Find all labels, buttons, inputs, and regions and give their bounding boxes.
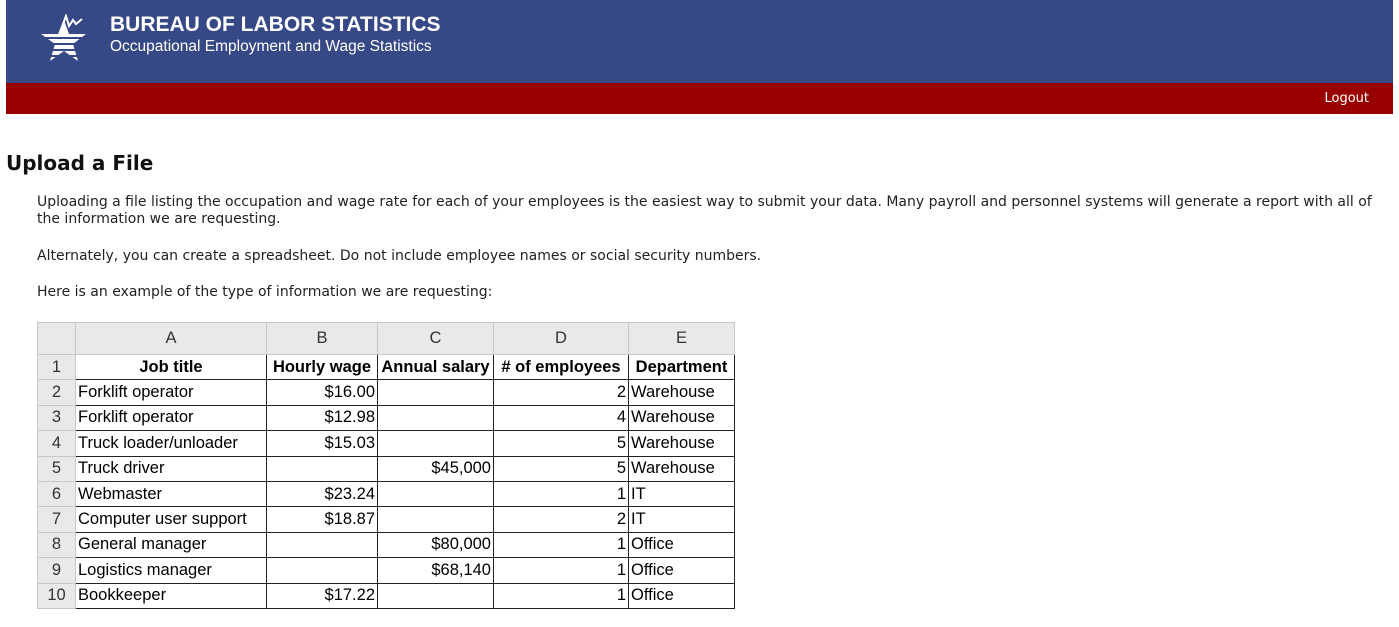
- header-cell: Job title: [75, 353, 267, 381]
- table-row: 6 Webmaster $23.24 1 IT: [37, 480, 735, 508]
- hourly-wage-cell: [266, 531, 378, 559]
- row-number: 1: [37, 353, 76, 381]
- annual-salary-cell: [377, 379, 494, 406]
- job-title-cell: Forklift operator: [75, 379, 267, 406]
- job-title-cell: Forklift operator: [75, 404, 267, 432]
- department-cell: IT: [628, 506, 735, 533]
- table-row: 10 Bookkeeper $17.22 1 Office: [37, 582, 735, 609]
- row-number: 3: [37, 404, 76, 432]
- department-cell: Warehouse: [628, 430, 735, 457]
- employees-cell: 1: [493, 480, 629, 508]
- column-header: B: [266, 322, 378, 355]
- annual-salary-cell: $68,140: [377, 557, 494, 584]
- table-row: 9 Logistics manager $68,140 1 Office: [37, 557, 735, 584]
- department-cell: Warehouse: [628, 404, 735, 432]
- example-paragraph: Here is an example of the type of inform…: [37, 284, 493, 300]
- hourly-wage-cell: [266, 455, 378, 482]
- hourly-wage-cell: $12.98: [266, 404, 378, 432]
- header-cell: # of employees: [493, 353, 629, 381]
- department-cell: Office: [628, 531, 735, 559]
- column-header-row: A B C D E: [37, 322, 735, 355]
- hourly-wage-cell: $15.03: [266, 430, 378, 457]
- hourly-wage-cell: $18.87: [266, 506, 378, 533]
- header-cell: Annual salary: [377, 353, 494, 381]
- table-row: 3 Forklift operator $12.98 4 Warehouse: [37, 404, 735, 432]
- hourly-wage-cell: $16.00: [266, 379, 378, 406]
- employees-cell: 5: [493, 455, 629, 482]
- job-title-cell: Truck loader/unloader: [75, 430, 267, 457]
- employees-cell: 1: [493, 582, 629, 609]
- row-number: 5: [37, 455, 76, 482]
- job-title-cell: Truck driver: [75, 455, 267, 482]
- department-cell: Office: [628, 557, 735, 584]
- job-title-cell: Computer user support: [75, 506, 267, 533]
- annual-salary-cell: [377, 404, 494, 432]
- employees-cell: 1: [493, 557, 629, 584]
- table-row: 2 Forklift operator $16.00 2 Warehouse: [37, 379, 735, 406]
- nav-bar: Logout: [6, 83, 1393, 114]
- column-header: E: [628, 322, 735, 355]
- annual-salary-cell: [377, 430, 494, 457]
- row-number: 4: [37, 430, 76, 457]
- department-cell: Office: [628, 582, 735, 609]
- intro-paragraph: Uploading a file listing the occupation …: [37, 194, 1372, 227]
- site-header: BUREAU OF LABOR STATISTICS Occupational …: [6, 0, 1393, 83]
- job-title-cell: General manager: [75, 531, 267, 559]
- row-number: 6: [37, 480, 76, 508]
- annual-salary-cell: $80,000: [377, 531, 494, 559]
- job-title-cell: Bookkeeper: [75, 582, 267, 609]
- employees-cell: 5: [493, 430, 629, 457]
- job-title-cell: Webmaster: [75, 480, 267, 508]
- table-row: 8 General manager $80,000 1 Office: [37, 531, 735, 559]
- hourly-wage-cell: $23.24: [266, 480, 378, 508]
- department-cell: IT: [628, 480, 735, 508]
- employees-cell: 2: [493, 379, 629, 406]
- select-all-corner: [37, 322, 76, 355]
- column-header: C: [377, 322, 494, 355]
- annual-salary-cell: [377, 582, 494, 609]
- job-title-cell: Logistics manager: [75, 557, 267, 584]
- row-number: 9: [37, 557, 76, 584]
- site-subtitle: Occupational Employment and Wage Statist…: [110, 38, 432, 55]
- department-cell: Warehouse: [628, 455, 735, 482]
- employees-cell: 4: [493, 404, 629, 432]
- annual-salary-cell: [377, 506, 494, 533]
- table-row: 7 Computer user support $18.87 2 IT: [37, 506, 735, 533]
- table-row: 5 Truck driver $45,000 5 Warehouse: [37, 455, 735, 482]
- row-number: 7: [37, 506, 76, 533]
- header-cell: Hourly wage: [266, 353, 378, 381]
- annual-salary-cell: [377, 480, 494, 508]
- department-cell: Warehouse: [628, 379, 735, 406]
- row-number: 2: [37, 379, 76, 406]
- column-header: A: [75, 322, 267, 355]
- employees-cell: 1: [493, 531, 629, 559]
- table-header-row: 1 Job title Hourly wage Annual salary # …: [37, 353, 735, 381]
- page-title: Upload a File: [6, 151, 154, 175]
- employees-cell: 2: [493, 506, 629, 533]
- alternate-paragraph: Alternately, you can create a spreadshee…: [37, 248, 762, 264]
- row-number: 8: [37, 531, 76, 559]
- column-header: D: [493, 322, 629, 355]
- hourly-wage-cell: $17.22: [266, 582, 378, 609]
- site-title: BUREAU OF LABOR STATISTICS: [110, 13, 441, 36]
- example-spreadsheet: A B C D E 1 Job title Hourly wage Annual…: [37, 322, 735, 609]
- hourly-wage-cell: [266, 557, 378, 584]
- header-cell: Department: [628, 353, 735, 381]
- bls-star-logo-icon: [36, 14, 92, 61]
- logout-link[interactable]: Logout: [1324, 91, 1369, 106]
- row-number: 10: [37, 582, 76, 609]
- table-row: 4 Truck loader/unloader $15.03 5 Warehouse: [37, 430, 735, 457]
- annual-salary-cell: $45,000: [377, 455, 494, 482]
